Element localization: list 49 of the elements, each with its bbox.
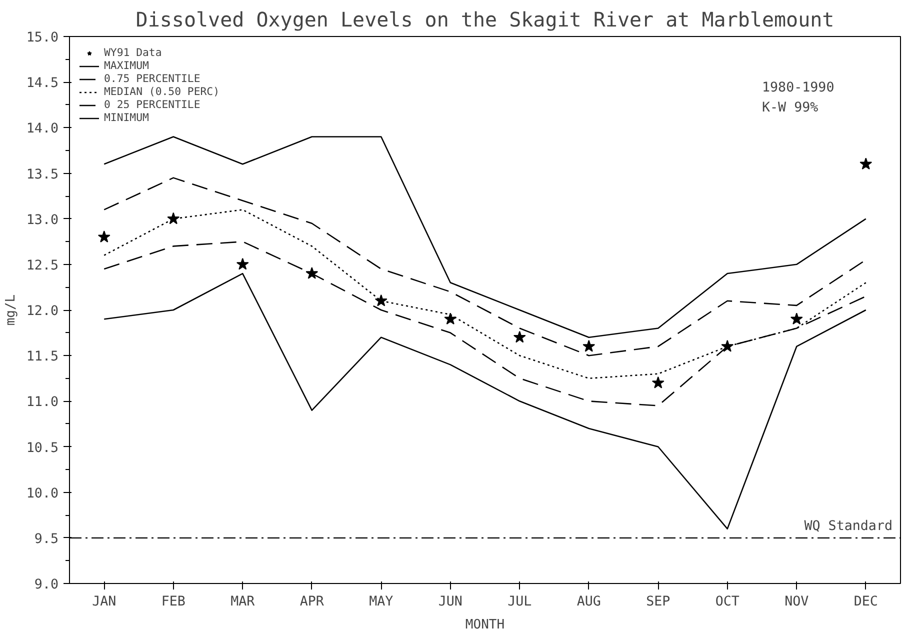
- point: [860, 158, 872, 170]
- point: [167, 212, 180, 224]
- annotation: K-W 99%: [762, 100, 818, 116]
- y-tick-label: 14.5: [26, 76, 59, 92]
- y-tick-label: 9.0: [34, 578, 59, 592]
- y-tick-label: 13.0: [26, 212, 59, 228]
- point: [374, 294, 388, 306]
- legend-label: MEDIAN (0.50 PERC): [104, 85, 220, 98]
- y-tick-label: 10.5: [26, 440, 59, 456]
- x-tick-label: MAY: [369, 594, 394, 610]
- y-tick-label: 11.0: [26, 395, 59, 410]
- ref-line-label: WQ Standard: [804, 518, 893, 534]
- line-series: [103, 136, 867, 338]
- annotation: 1980-1990: [762, 80, 834, 96]
- x-tick-label: MAR: [230, 594, 256, 610]
- y-tick-label: 14.0: [26, 122, 59, 137]
- y-tick-label: 15.0: [26, 30, 59, 46]
- legend-label: 0.75 PERCENTILE: [104, 72, 200, 85]
- y-tick-label: 12.5: [26, 258, 59, 274]
- point: [513, 330, 526, 343]
- x-tick-label: AUG: [576, 594, 601, 610]
- point: [236, 258, 249, 270]
- x-tick-label: NOV: [784, 594, 809, 610]
- y-tick-label: 9.5: [34, 532, 59, 547]
- x-tick-label: APR: [300, 594, 325, 610]
- legend-label: MINIMUM: [104, 111, 149, 124]
- point: [98, 230, 110, 242]
- x-tick-label: FEB: [161, 594, 186, 610]
- x-tick-label: JUL: [508, 594, 532, 610]
- legend-label: 0 25 PERCENTILE: [104, 98, 200, 111]
- x-tick-label: DEC: [854, 594, 878, 610]
- point: [652, 376, 664, 388]
- chart-title: Dissolved Oxygen Levels on the Skagit River at Marblemount: [136, 8, 834, 32]
- x-tick-label: JAN: [92, 594, 116, 610]
- point: [790, 312, 803, 324]
- y-tick-label: 13.5: [26, 167, 59, 182]
- x-tick-label: JUN: [438, 594, 462, 610]
- point: [444, 312, 457, 324]
- x-tick-label: SEP: [646, 594, 670, 610]
- x-axis-title: MONTH: [465, 618, 505, 632]
- y-tick-label: 10.0: [26, 486, 59, 502]
- y-tick-label: 12.0: [26, 304, 59, 319]
- point: [582, 340, 596, 352]
- legend-label: MAXIMUM: [104, 59, 149, 72]
- y-axis-title: mg/L: [3, 294, 18, 326]
- y-tick-label: 11.5: [26, 350, 59, 365]
- legend-label: WY91 Data: [104, 46, 162, 59]
- point: [306, 267, 318, 279]
- x-tick-label: OCT: [715, 594, 740, 610]
